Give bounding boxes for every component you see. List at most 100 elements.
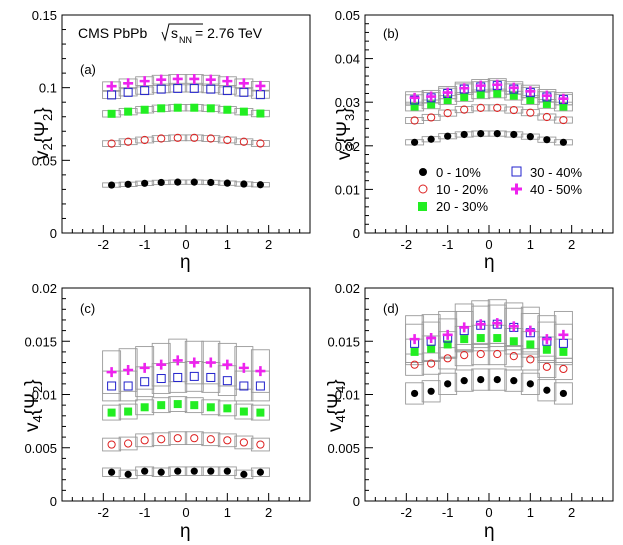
syst-box bbox=[504, 369, 524, 392]
y-tick-label: 0.05 bbox=[32, 153, 57, 168]
syst-box bbox=[553, 116, 573, 124]
data-point-open-square bbox=[156, 374, 166, 384]
x-tick-label: 2 bbox=[265, 505, 272, 520]
data-point-open-square bbox=[107, 381, 117, 391]
syst-box bbox=[250, 404, 270, 421]
x-tick-label: -1 bbox=[442, 505, 454, 520]
y-tick-label: 0 bbox=[50, 494, 57, 509]
data-point-cross bbox=[442, 329, 453, 340]
panel-d-ticks: -2 -1 0 1 2 0 0.005 0.01 0.015 0.02 bbox=[327, 281, 614, 520]
data-point-open-circle bbox=[509, 105, 518, 115]
syst-box bbox=[520, 306, 540, 355]
y-tick-label: 0 bbox=[353, 494, 360, 509]
data-point-open-circle bbox=[223, 135, 232, 145]
syst-box bbox=[168, 431, 188, 446]
x-tick-label: -1 bbox=[442, 237, 454, 252]
panel-b-xlabel: η bbox=[484, 252, 495, 273]
syst-box bbox=[118, 403, 138, 420]
data-point-cross bbox=[475, 319, 486, 330]
panel-a-label: (a) bbox=[80, 62, 96, 77]
data-point-filled-circle bbox=[124, 470, 132, 478]
data-point-cross bbox=[106, 367, 117, 378]
energy-s-letter: s bbox=[171, 25, 178, 41]
data-point-filled-circle bbox=[190, 467, 198, 475]
data-point-open-square bbox=[239, 381, 249, 391]
syst-box bbox=[537, 315, 557, 364]
data-point-open-circle bbox=[542, 112, 551, 122]
data-point-filled-square bbox=[526, 340, 535, 349]
panel-a-annotation-prefix: CMS PbPb bbox=[78, 25, 147, 41]
energy-nn-subscript: NN bbox=[179, 35, 192, 45]
data-point-open-circle bbox=[140, 135, 149, 145]
data-point-filled-circle bbox=[427, 387, 435, 395]
syst-box bbox=[184, 134, 204, 142]
syst-box bbox=[421, 113, 441, 121]
legend-marker-open-circle bbox=[418, 184, 428, 194]
data-point-cross bbox=[442, 87, 453, 98]
data-point-filled-square bbox=[427, 344, 436, 353]
data-point-filled-circle bbox=[559, 138, 568, 146]
syst-box bbox=[250, 140, 270, 147]
data-point-filled-circle bbox=[174, 178, 182, 186]
data-point-cross bbox=[172, 355, 183, 366]
data-point-filled-square bbox=[190, 401, 199, 410]
data-point-filled-circle bbox=[411, 389, 419, 398]
y-tick-label: 0.01 bbox=[335, 182, 360, 197]
data-point-filled-circle bbox=[526, 380, 534, 388]
data-point-filled-square bbox=[140, 403, 149, 412]
data-point-open-square bbox=[123, 87, 133, 97]
data-point-open-circle bbox=[107, 440, 116, 449]
data-point-filled-square bbox=[124, 107, 133, 116]
syst-box bbox=[234, 435, 254, 450]
data-point-cross bbox=[409, 334, 420, 345]
data-point-filled-square bbox=[239, 107, 248, 116]
data-point-open-circle bbox=[443, 109, 452, 118]
data-point-cross bbox=[222, 76, 233, 87]
syst-box bbox=[217, 342, 237, 387]
data-point-open-circle bbox=[173, 434, 182, 443]
data-point-filled-circle bbox=[157, 178, 165, 187]
data-point-filled-square bbox=[190, 103, 199, 112]
syst-box bbox=[135, 136, 155, 144]
x-tick-label: -2 bbox=[401, 237, 413, 252]
x-tick-label: 2 bbox=[568, 505, 575, 520]
data-point-open-square bbox=[156, 84, 166, 94]
syst-box bbox=[217, 136, 237, 144]
data-point-filled-circle bbox=[444, 132, 452, 140]
syst-box bbox=[102, 350, 122, 394]
x-tick-label: 0 bbox=[182, 237, 189, 252]
legend-entry-30-40: 30 - 40% bbox=[511, 165, 582, 180]
syst-box bbox=[234, 469, 254, 480]
data-point-open-circle bbox=[559, 364, 568, 374]
syst-box bbox=[454, 106, 474, 114]
data-point-open-circle bbox=[256, 139, 265, 148]
data-point-open-circle bbox=[476, 349, 485, 359]
syst-box bbox=[118, 436, 138, 451]
data-point-filled-square bbox=[173, 103, 182, 112]
data-point-filled-circle bbox=[543, 386, 551, 394]
data-point-filled-square bbox=[140, 105, 149, 114]
syst-box bbox=[438, 310, 458, 359]
data-point-filled-circle bbox=[157, 468, 165, 476]
panel-c-markers bbox=[106, 355, 266, 478]
data-point-filled-circle bbox=[493, 129, 501, 138]
x-tick-label: 2 bbox=[265, 237, 272, 252]
data-point-open-circle bbox=[427, 113, 436, 122]
syst-box bbox=[520, 109, 540, 117]
data-point-filled-square bbox=[410, 347, 419, 356]
syst-box bbox=[471, 342, 491, 366]
syst-box bbox=[151, 135, 171, 142]
syst-box bbox=[537, 379, 557, 402]
syst-box bbox=[234, 346, 254, 390]
data-point-filled-circle bbox=[124, 180, 132, 188]
y-tick-label: 0.015 bbox=[327, 334, 360, 349]
data-point-filled-square bbox=[223, 105, 232, 114]
legend-label-40-50: 40 - 50% bbox=[530, 182, 582, 197]
data-point-filled-circle bbox=[174, 467, 182, 475]
data-point-cross bbox=[459, 322, 470, 333]
syst-box bbox=[118, 469, 138, 480]
data-point-open-circle bbox=[526, 355, 535, 364]
panel-c-xlabel: η bbox=[180, 521, 191, 542]
data-point-open-circle bbox=[157, 134, 166, 143]
x-tick-label: -1 bbox=[139, 505, 151, 520]
